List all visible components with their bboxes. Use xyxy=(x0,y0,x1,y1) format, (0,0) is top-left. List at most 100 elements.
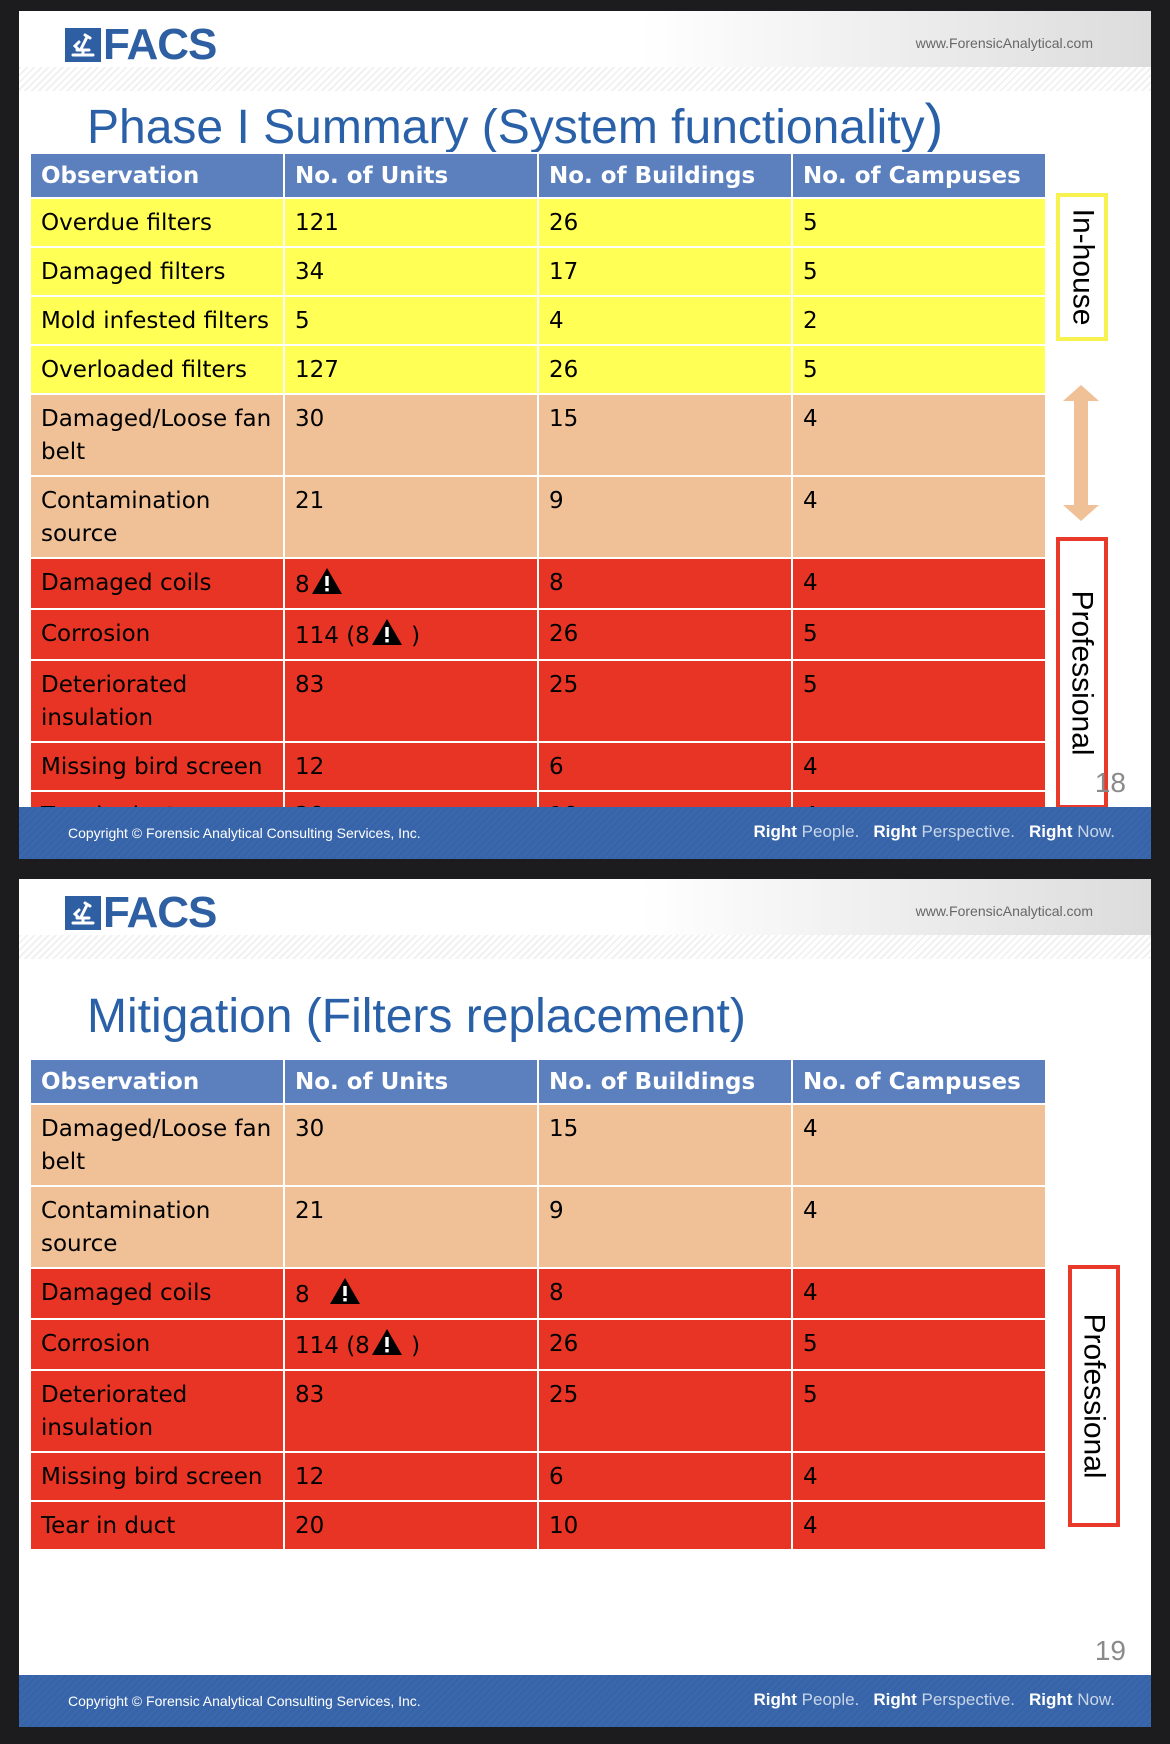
units-value: 21 xyxy=(295,1198,325,1224)
cell-campuses: 4 xyxy=(791,1185,1047,1269)
units-suffix: ) xyxy=(403,1333,421,1359)
cell-units: 83 xyxy=(283,659,539,743)
table-row: Damaged coils 8 8 4 xyxy=(29,1267,1047,1320)
cell-observation: Deteriorated insulation xyxy=(29,659,285,743)
table-row: Missing bird screen 12 6 4 xyxy=(29,1451,1047,1502)
header-stripe xyxy=(19,935,1151,959)
cell-units: 5 xyxy=(283,295,539,346)
table-row: Corrosion 114 (8 ) 26 5 xyxy=(29,1318,1047,1371)
professional-label: Professional xyxy=(1056,537,1108,809)
site-url[interactable]: www.ForensicAnalytical.com xyxy=(915,903,1093,919)
slide-title: Phase I Summary (System functionality) xyxy=(87,92,944,155)
microscope-icon xyxy=(65,28,101,62)
table-row: Damaged/Loose fan belt 30 15 4 xyxy=(29,393,1047,477)
warning-icon xyxy=(329,1278,360,1304)
units-suffix: ) xyxy=(403,623,421,649)
units-value: 83 xyxy=(295,672,325,698)
cell-observation: Damaged/Loose fan belt xyxy=(29,393,285,477)
cell-units: 83 xyxy=(283,1369,539,1453)
warning-icon xyxy=(311,568,342,594)
column-header-buildings: No. of Buildings xyxy=(537,152,793,199)
cell-units: 12 xyxy=(283,741,539,792)
cell-observation: Overdue filters xyxy=(29,197,285,248)
table-header-row: Observation No. of Units No. of Building… xyxy=(29,1058,1047,1105)
cell-units: 21 xyxy=(283,475,539,559)
logo-text: FACS xyxy=(103,888,217,937)
cell-observation: Missing bird screen xyxy=(29,741,285,792)
observation-table: Observation No. of Units No. of Building… xyxy=(29,1058,1047,1551)
cell-units: 127 xyxy=(283,344,539,395)
units-value: 8 xyxy=(295,1282,310,1308)
cell-buildings: 26 xyxy=(537,608,793,661)
warning-icon xyxy=(371,1329,402,1355)
column-header-units: No. of Units xyxy=(283,152,539,199)
table-row: Mold infested filters 5 4 2 xyxy=(29,295,1047,346)
table-row: Corrosion 114 (8 ) 26 5 xyxy=(29,608,1047,661)
slide-title: Mitigation (Filters replacement) xyxy=(87,990,746,1043)
cell-buildings: 6 xyxy=(537,1451,793,1502)
column-header-observation: Observation xyxy=(29,1058,285,1105)
cell-campuses: 2 xyxy=(791,295,1047,346)
cell-units: 8 xyxy=(283,557,539,610)
table-row: Damaged/Loose fan belt 30 15 4 xyxy=(29,1103,1047,1187)
cell-campuses: 4 xyxy=(791,393,1047,477)
cell-units: 30 xyxy=(283,1103,539,1187)
cell-observation: Deteriorated insulation xyxy=(29,1369,285,1453)
in-house-label: In-house xyxy=(1056,193,1108,341)
cell-observation: Contamination source xyxy=(29,475,285,559)
cell-buildings: 4 xyxy=(537,295,793,346)
cell-campuses: 4 xyxy=(791,1500,1047,1551)
column-header-units: No. of Units xyxy=(283,1058,539,1105)
cell-campuses: 5 xyxy=(791,1369,1047,1453)
units-value: 20 xyxy=(295,1513,325,1539)
units-value: 121 xyxy=(295,210,339,236)
cell-buildings: 15 xyxy=(537,393,793,477)
units-value: 114 (8 xyxy=(295,623,370,649)
table-header-row: Observation No. of Units No. of Building… xyxy=(29,152,1047,199)
column-header-campuses: No. of Campuses xyxy=(791,1058,1047,1105)
units-value: 127 xyxy=(295,357,339,383)
cell-observation: Contamination source xyxy=(29,1185,285,1269)
cell-units: 20 xyxy=(283,1500,539,1551)
site-url[interactable]: www.ForensicAnalytical.com xyxy=(915,35,1093,51)
units-value: 83 xyxy=(295,1382,325,1408)
facs-logo: FACS xyxy=(65,888,217,937)
warning-icon xyxy=(371,619,402,645)
cell-campuses: 4 xyxy=(791,1451,1047,1502)
cell-buildings: 26 xyxy=(537,197,793,248)
cell-observation: Missing bird screen xyxy=(29,1451,285,1502)
tagline: Right People. Right Perspective. Right Now… xyxy=(753,1690,1116,1709)
cell-buildings: 15 xyxy=(537,1103,793,1187)
slide-header: FACS www.ForensicAnalytical.com xyxy=(19,879,1151,935)
cell-buildings: 17 xyxy=(537,246,793,297)
double-arrow-icon xyxy=(1063,385,1099,521)
page-number: 18 xyxy=(1094,767,1126,798)
table-row: Deteriorated insulation 83 25 5 xyxy=(29,659,1047,743)
cell-campuses: 4 xyxy=(791,1103,1047,1187)
cell-campuses: 5 xyxy=(791,659,1047,743)
cell-units: 12 xyxy=(283,1451,539,1502)
cell-campuses: 5 xyxy=(791,197,1047,248)
cell-campuses: 5 xyxy=(791,344,1047,395)
slide-header: FACS www.ForensicAnalytical.com xyxy=(19,11,1151,67)
cell-units: 30 xyxy=(283,393,539,477)
units-value: 8 xyxy=(295,572,310,598)
units-value: 12 xyxy=(295,1464,325,1490)
cell-buildings: 26 xyxy=(537,1318,793,1371)
cell-observation: Overloaded filters xyxy=(29,344,285,395)
page-number: 19 xyxy=(1094,1635,1126,1666)
cell-buildings: 8 xyxy=(537,1267,793,1320)
cell-buildings: 9 xyxy=(537,1185,793,1269)
cell-units: 34 xyxy=(283,246,539,297)
cell-buildings: 9 xyxy=(537,475,793,559)
cell-observation: Mold infested filters xyxy=(29,295,285,346)
cell-units: 21 xyxy=(283,1185,539,1269)
logo-text: FACS xyxy=(103,20,217,69)
cell-campuses: 5 xyxy=(791,608,1047,661)
copyright-text: Copyright © Forensic Analytical Consulti… xyxy=(68,1693,421,1709)
cell-units: 114 (8 ) xyxy=(283,1318,539,1371)
cell-campuses: 4 xyxy=(791,475,1047,559)
professional-label: Professional xyxy=(1068,1265,1120,1527)
table-row: Overdue filters 121 26 5 xyxy=(29,197,1047,248)
